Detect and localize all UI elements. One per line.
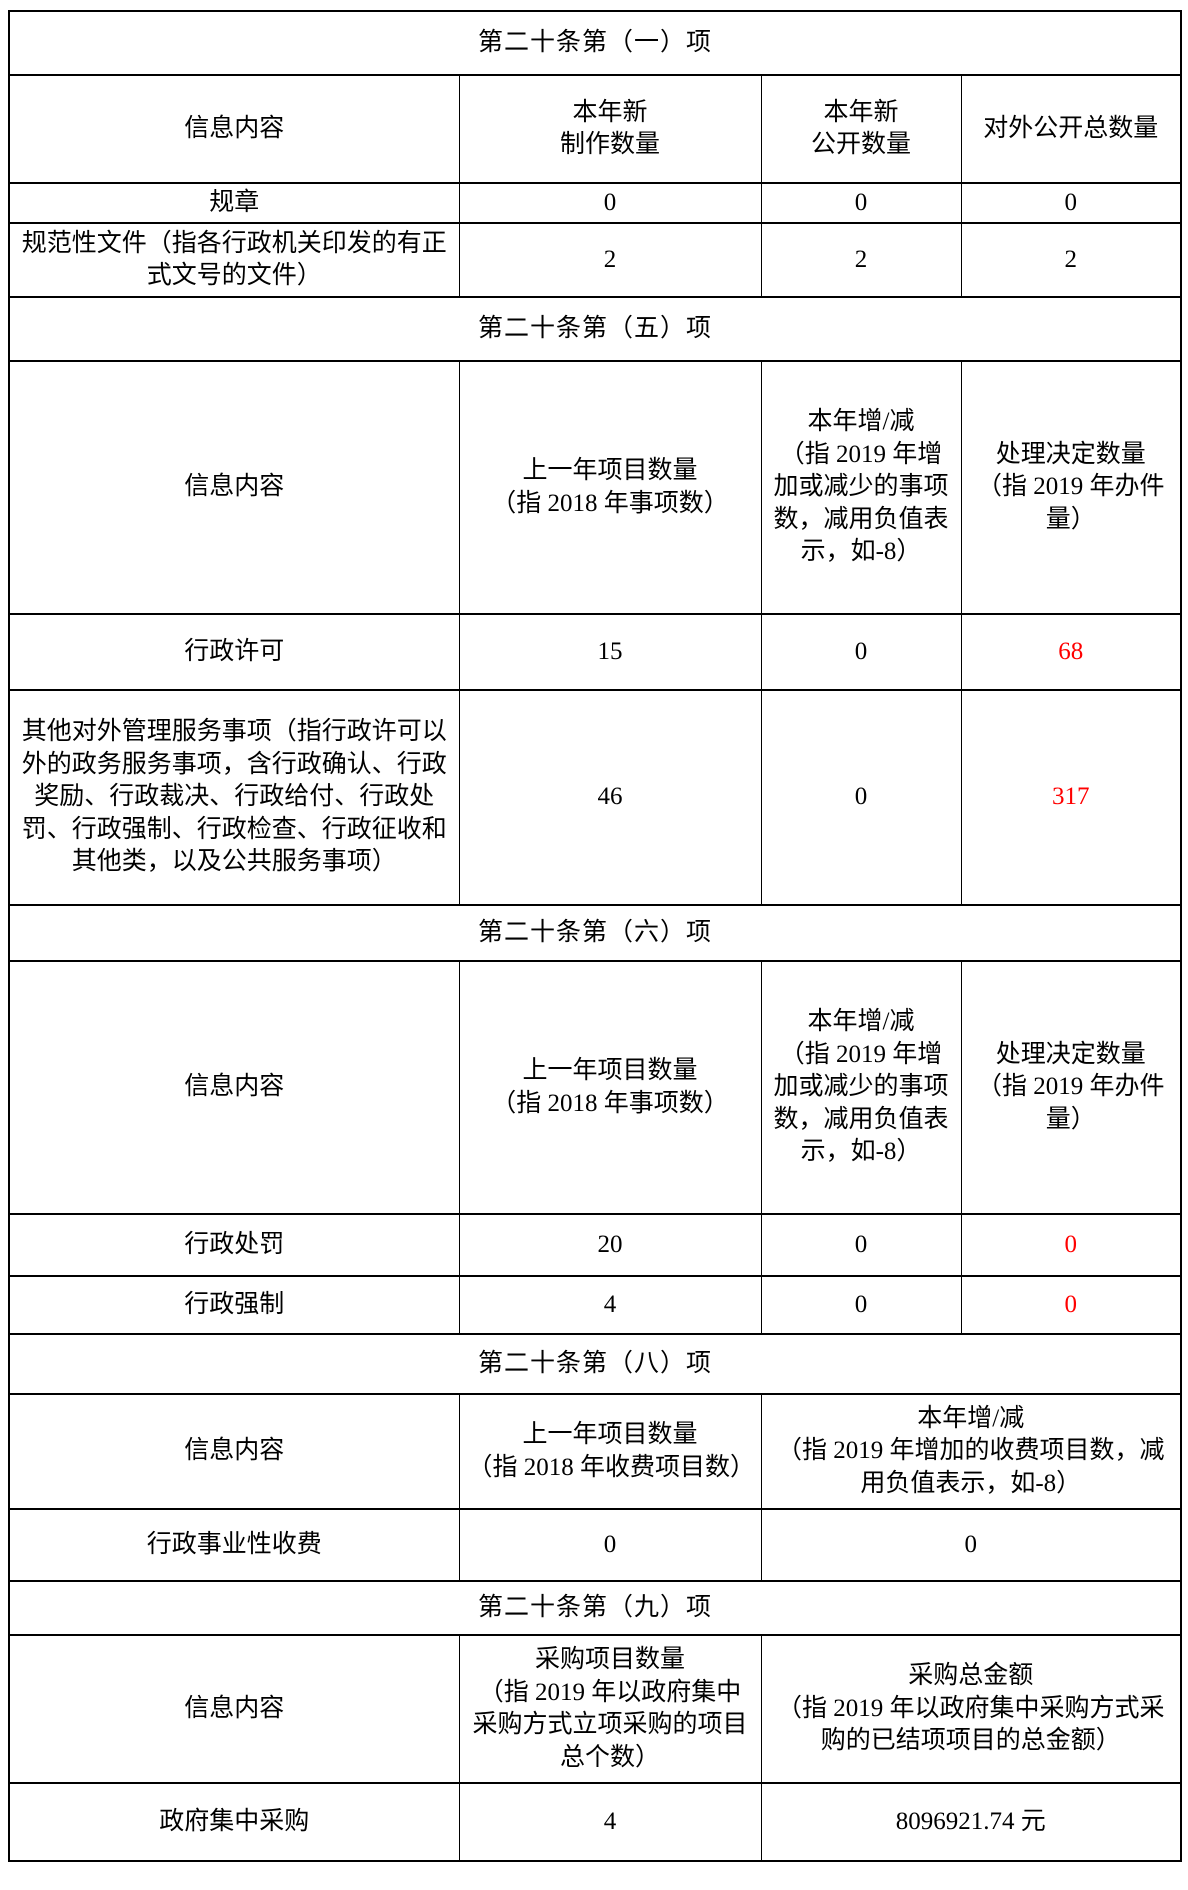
cell-value-highlighted: 0 xyxy=(960,1275,1182,1335)
cell-value: 4 xyxy=(458,1275,762,1335)
column-header: 对外公开总数量 xyxy=(960,74,1182,184)
cell-value-highlighted: 0 xyxy=(960,1213,1182,1277)
cell-value: 4 xyxy=(458,1782,762,1862)
column-header: 上一年项目数量 （指 2018 年事项数） xyxy=(458,360,762,615)
column-header: 本年增/减 （指 2019 年增加的收费项目数，减用负值表示，如-8） xyxy=(760,1393,1182,1510)
cell-value-highlighted: 68 xyxy=(960,613,1182,691)
table-row: 信息内容 本年新 制作数量 本年新 公开数量 对外公开总数量 xyxy=(8,74,1182,184)
cell-value-highlighted: 317 xyxy=(960,689,1182,906)
table-row: 第二十条第（九）项 xyxy=(8,1580,1182,1636)
section-title: 第二十条第（一）项 xyxy=(8,10,1182,76)
cell-value: 15 xyxy=(458,613,762,691)
cell-value: 0 xyxy=(760,182,962,224)
cell-value: 8096921.74 元 xyxy=(760,1782,1182,1862)
cell-value: 0 xyxy=(960,182,1182,224)
cell-value: 0 xyxy=(458,1508,762,1582)
column-header: 采购总金额 （指 2019 年以政府集中采购方式采购的已结项项目的总金额） xyxy=(760,1634,1182,1784)
table-row: 政府集中采购 4 8096921.74 元 xyxy=(8,1782,1182,1862)
row-label: 政府集中采购 xyxy=(8,1782,460,1862)
column-header: 上一年项目数量 （指 2018 年收费项目数） xyxy=(458,1393,762,1510)
table-row: 第二十条第（五）项 xyxy=(8,296,1182,362)
column-header: 信息内容 xyxy=(8,960,460,1215)
cell-value: 0 xyxy=(760,613,962,691)
section-title: 第二十条第（六）项 xyxy=(8,904,1182,962)
section-title: 第二十条第（五）项 xyxy=(8,296,1182,362)
table-row: 行政事业性收费 0 0 xyxy=(8,1508,1182,1582)
column-header: 本年增/减 （指 2019 年增加或减少的事项数，减用负值表示，如-8） xyxy=(760,360,962,615)
column-header: 本年新 公开数量 xyxy=(760,74,962,184)
table-row: 其他对外管理服务事项（指行政许可以外的政务服务事项，含行政确认、行政奖励、行政裁… xyxy=(8,689,1182,906)
row-label: 行政事业性收费 xyxy=(8,1508,460,1582)
table-row: 信息内容 采购项目数量 （指 2019 年以政府集中采购方式立项采购的项目总个数… xyxy=(8,1634,1182,1784)
cell-value: 2 xyxy=(960,222,1182,298)
row-label: 行政强制 xyxy=(8,1275,460,1335)
column-header: 信息内容 xyxy=(8,74,460,184)
table-row: 行政强制 4 0 0 xyxy=(8,1275,1182,1335)
table-row: 信息内容 上一年项目数量 （指 2018 年事项数） 本年增/减 （指 2019… xyxy=(8,360,1182,615)
column-header: 信息内容 xyxy=(8,1634,460,1784)
table-row: 规章 0 0 0 xyxy=(8,182,1182,224)
column-header: 信息内容 xyxy=(8,360,460,615)
column-header: 信息内容 xyxy=(8,1393,460,1510)
table-row: 第二十条第（八）项 xyxy=(8,1333,1182,1395)
table-row: 第二十条第（六）项 xyxy=(8,904,1182,962)
column-header: 本年增/减 （指 2019 年增加或减少的事项数，减用负值表示，如-8） xyxy=(760,960,962,1215)
table-row: 行政许可 15 0 68 xyxy=(8,613,1182,691)
row-label: 规章 xyxy=(8,182,460,224)
cell-value: 0 xyxy=(760,1213,962,1277)
report-table: 第二十条第（一）项 信息内容 本年新 制作数量 本年新 公开数量 对外公开总数量… xyxy=(8,10,1183,1862)
row-label: 其他对外管理服务事项（指行政许可以外的政务服务事项，含行政确认、行政奖励、行政裁… xyxy=(8,689,460,906)
table-row: 信息内容 上一年项目数量 （指 2018 年收费项目数） 本年增/减 （指 20… xyxy=(8,1393,1182,1510)
table-row: 信息内容 上一年项目数量 （指 2018 年事项数） 本年增/减 （指 2019… xyxy=(8,960,1182,1215)
column-header: 上一年项目数量 （指 2018 年事项数） xyxy=(458,960,762,1215)
column-header: 处理决定数量 （指 2019 年办件量） xyxy=(960,960,1182,1215)
cell-value: 46 xyxy=(458,689,762,906)
column-header: 处理决定数量 （指 2019 年办件量） xyxy=(960,360,1182,615)
row-label: 行政许可 xyxy=(8,613,460,691)
cell-value: 0 xyxy=(760,689,962,906)
table-row: 第二十条第（一）项 xyxy=(8,10,1182,76)
cell-value: 2 xyxy=(458,222,762,298)
cell-value: 2 xyxy=(760,222,962,298)
cell-value: 0 xyxy=(760,1275,962,1335)
section-title: 第二十条第（九）项 xyxy=(8,1580,1182,1636)
column-header: 采购项目数量 （指 2019 年以政府集中采购方式立项采购的项目总个数） xyxy=(458,1634,762,1784)
cell-value: 0 xyxy=(760,1508,1182,1582)
row-label: 规范性文件（指各行政机关印发的有正式文号的文件） xyxy=(8,222,460,298)
section-title: 第二十条第（八）项 xyxy=(8,1333,1182,1395)
cell-value: 20 xyxy=(458,1213,762,1277)
table-row: 规范性文件（指各行政机关印发的有正式文号的文件） 2 2 2 xyxy=(8,222,1182,298)
column-header: 本年新 制作数量 xyxy=(458,74,762,184)
cell-value: 0 xyxy=(458,182,762,224)
row-label: 行政处罚 xyxy=(8,1213,460,1277)
table-row: 行政处罚 20 0 0 xyxy=(8,1213,1182,1277)
